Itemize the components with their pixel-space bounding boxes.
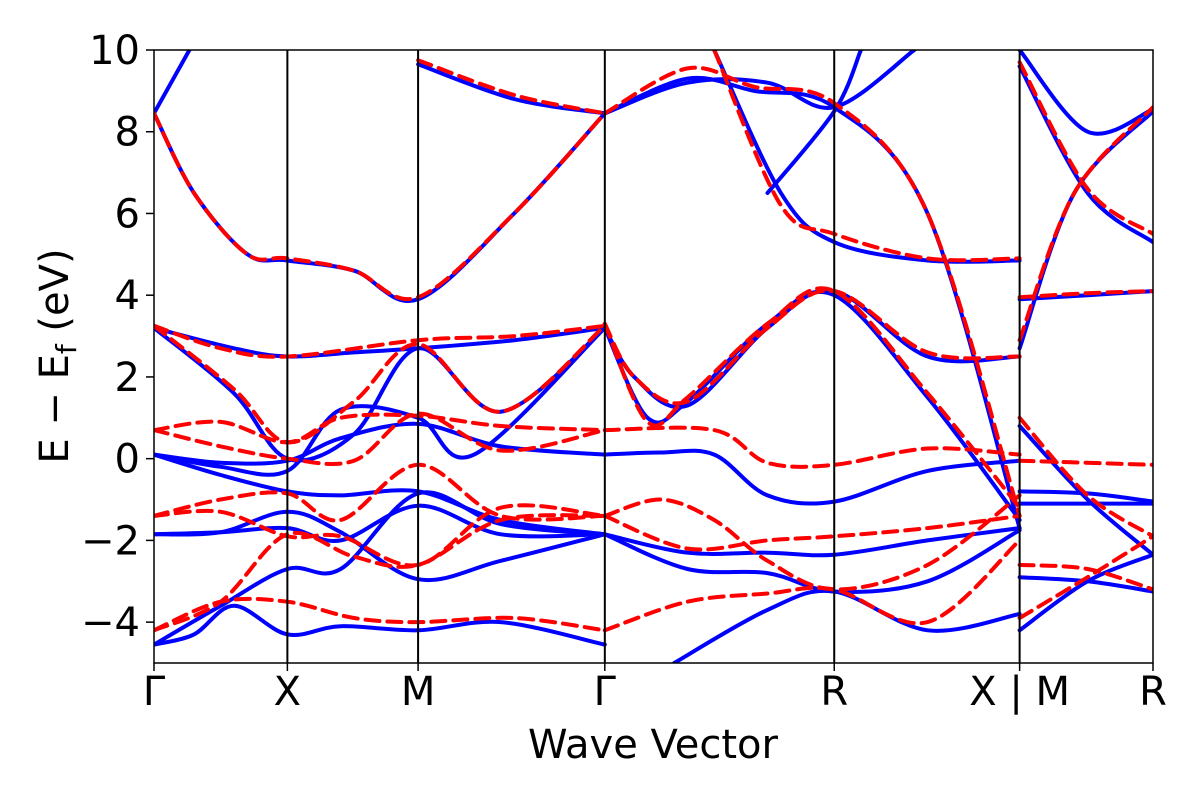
blue-solid-band-15 bbox=[672, 588, 1022, 663]
red-dashed-band-0 bbox=[154, 412, 607, 445]
blue-solid-band-21 bbox=[765, 50, 863, 195]
red-dashed-band-13 bbox=[602, 538, 1022, 633]
blue-solid-band-8 bbox=[154, 325, 607, 359]
y-axis-label-subscript: f bbox=[50, 343, 83, 354]
blue-solid-band-3 bbox=[154, 490, 607, 647]
x-tick-label-0: Γ bbox=[143, 669, 166, 715]
x-axis-label: Wave Vector bbox=[528, 722, 779, 768]
blue-solid-band-6 bbox=[154, 325, 607, 477]
blue-solid-band-13 bbox=[602, 526, 1022, 558]
y-tick-label-4: 4 bbox=[115, 273, 140, 319]
x-tick-label-2: M bbox=[401, 669, 436, 715]
y-tick-label-0: −4 bbox=[81, 600, 140, 646]
red-dashed-band-9 bbox=[416, 58, 607, 116]
blue-solid-band-4 bbox=[154, 452, 607, 537]
red-dashed-band-12 bbox=[602, 493, 1022, 592]
series-layer bbox=[154, 50, 1153, 663]
blue-solid-band-16 bbox=[602, 288, 1022, 410]
x-tick-label-4: R bbox=[820, 669, 848, 715]
blue-solid-band-29 bbox=[1017, 552, 1153, 633]
blue-solid-band-19 bbox=[602, 50, 917, 116]
red-dashed-band-22 bbox=[1017, 458, 1153, 467]
red-dashed-band-18 bbox=[1017, 105, 1153, 343]
x-tick-label-6: R bbox=[1139, 669, 1167, 715]
y-tick-label-5: 6 bbox=[115, 191, 140, 237]
red-dashed-band-11 bbox=[602, 513, 1022, 552]
red-dashed-band-14 bbox=[602, 288, 1022, 406]
blue-solid-band-30 bbox=[1017, 50, 1153, 136]
y-tick-label-3: 2 bbox=[115, 355, 140, 401]
red-dashed-band-15 bbox=[602, 286, 1022, 510]
x-tick-label-5: X | M bbox=[969, 669, 1070, 715]
red-dashed-band-8 bbox=[154, 111, 607, 301]
blue-solid-band-25 bbox=[1017, 424, 1153, 557]
blue-solid-band-5 bbox=[154, 421, 607, 466]
y-axis-label: E − Ef (eV) bbox=[32, 248, 83, 463]
blue-solid-band-12 bbox=[602, 448, 1022, 506]
x-tick-label-1: X bbox=[274, 669, 301, 715]
y-axis-ticks: −4 −2 0 2 4 6 8 10 bbox=[81, 28, 154, 646]
x-axis-ticks: Γ X M Γ R X | M R bbox=[143, 663, 1167, 715]
high-symmetry-lines bbox=[286, 50, 1021, 663]
blue-solid-band-10 bbox=[154, 50, 192, 116]
red-dashed-band-7 bbox=[154, 323, 607, 445]
red-dashed-band-21 bbox=[1017, 415, 1153, 539]
red-dashed-band-10 bbox=[602, 425, 1022, 469]
y-tick-label-6: 8 bbox=[115, 110, 140, 156]
red-dashed-band-3 bbox=[154, 503, 607, 568]
blue-solid-band-11 bbox=[416, 62, 607, 116]
y-tick-label-7: 10 bbox=[89, 28, 140, 74]
blue-solid-band-14 bbox=[602, 528, 1022, 594]
red-dashed-band-17 bbox=[712, 50, 1022, 263]
red-dashed-band-20 bbox=[1017, 289, 1153, 300]
blue-solid-band-23 bbox=[1017, 64, 1153, 245]
blue-solid-band-9 bbox=[154, 111, 607, 303]
x-tick-label-3: Γ bbox=[594, 669, 617, 715]
y-tick-label-2: 0 bbox=[115, 437, 140, 483]
red-dashed-band-24 bbox=[1017, 534, 1153, 620]
y-axis-label-unit: (eV) bbox=[32, 248, 78, 344]
plot-frame bbox=[153, 49, 1154, 664]
red-dashed-band-23 bbox=[1017, 562, 1153, 592]
y-axis-label-main: E − E bbox=[32, 354, 78, 464]
blue-solid-band-7 bbox=[154, 325, 607, 463]
y-tick-label-1: −2 bbox=[81, 518, 140, 564]
red-dashed-band-6 bbox=[154, 323, 607, 359]
red-dashed-band-1 bbox=[154, 411, 607, 467]
red-dashed-band-19 bbox=[1017, 60, 1153, 236]
red-dashed-band-5 bbox=[154, 596, 607, 633]
blue-solid-band-17 bbox=[602, 289, 1022, 522]
red-dashed-band-2 bbox=[154, 462, 607, 523]
blue-solid-band-0 bbox=[154, 603, 607, 647]
